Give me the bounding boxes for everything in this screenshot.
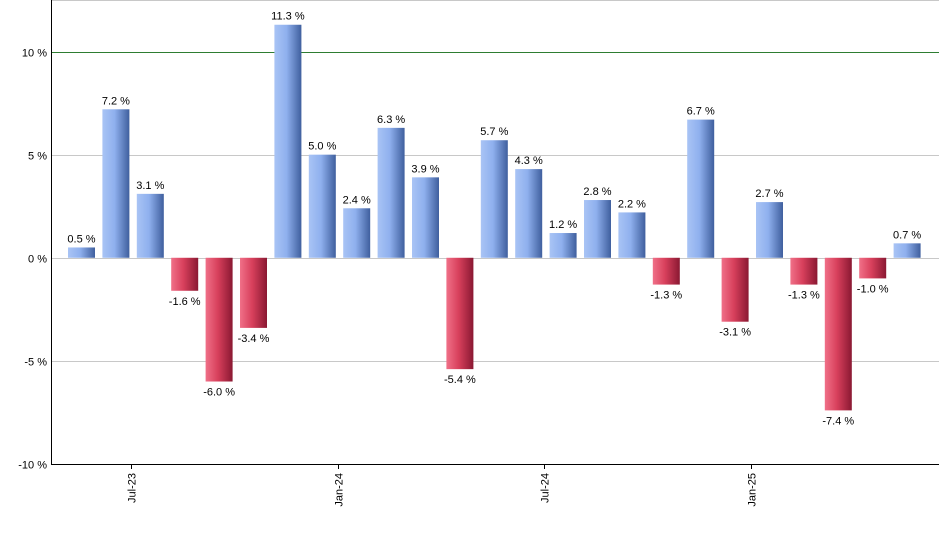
bar-value-label: 3.9 % [411,163,439,175]
bar [687,119,715,258]
bar-value-label: -5.4 % [444,374,476,386]
bar [136,193,164,258]
bar-value-label: 5.7 % [480,126,508,138]
bar-value-label: 2.2 % [618,198,646,210]
bar-value-label: 5.0 % [308,141,336,153]
y-tick-label: 0 % [28,254,47,266]
y-tick-label: 10 % [22,48,47,60]
bar [515,169,543,258]
bar [893,243,921,258]
bar [343,208,371,258]
bar-value-label: 2.4 % [343,194,371,206]
bar-value-label: -1.0 % [857,283,889,295]
y-tick-label: -5 % [24,357,47,369]
bar [274,24,302,258]
bar [412,177,439,258]
bar [790,257,818,285]
bar-value-label: 1.2 % [549,219,577,231]
y-tick-label: -10 % [18,460,47,472]
bar-value-label: 4.3 % [515,155,543,167]
bar [652,257,680,285]
bar [618,212,646,258]
bar-value-label: 3.1 % [136,180,164,192]
x-tick-label: Jul-24 [540,473,552,503]
bar-value-label: -3.1 % [719,327,751,339]
data-labels: 0.5 % 7.2 % 3.1 % -1.6 % -6.0 % -3.4 % 11.3 % 5… [67,11,921,428]
bar-value-label: 2.7 % [755,188,783,200]
bar [756,202,783,258]
bar [68,247,95,258]
bar [377,127,405,258]
bar-value-label: 7.2 % [102,95,130,107]
bar-value-label: -3.4 % [238,333,270,345]
bar-value-label: 6.7 % [687,106,715,118]
bar [240,257,267,328]
bar-value-label: 0.7 % [893,229,921,241]
bar-value-label: 0.5 % [67,233,95,245]
bar [480,140,508,258]
y-tick-label: 5 % [28,151,47,163]
x-tick-label: Jan-24 [334,473,346,507]
bar [584,200,611,258]
bar-value-label: 6.3 % [377,114,405,126]
bar [205,257,233,382]
x-tick-label: Jul-23 [127,473,139,503]
bar-value-label: 2.8 % [583,186,611,198]
bar [824,257,852,411]
bar [721,257,749,322]
bar [102,109,130,258]
axes: -10 % -5 % 0 % 5 % 10 % Jul-23 Jan-24 Jul-24 Jan… [18,0,939,507]
bar-value-label: -1.3 % [788,290,820,302]
bar-value-label: -6.0 % [203,387,235,399]
bar [859,257,887,279]
bar [308,154,336,258]
bar-value-label: -1.6 % [169,296,201,308]
x-tick-label: Jan-25 [747,473,759,507]
bar [171,257,199,291]
bar-value-label: -1.3 % [650,290,682,302]
bars [68,24,921,411]
bar [446,257,474,370]
bar-value-label: -7.4 % [822,415,854,427]
bar-value-label: 11.3 % [271,11,305,23]
bar [549,233,577,258]
